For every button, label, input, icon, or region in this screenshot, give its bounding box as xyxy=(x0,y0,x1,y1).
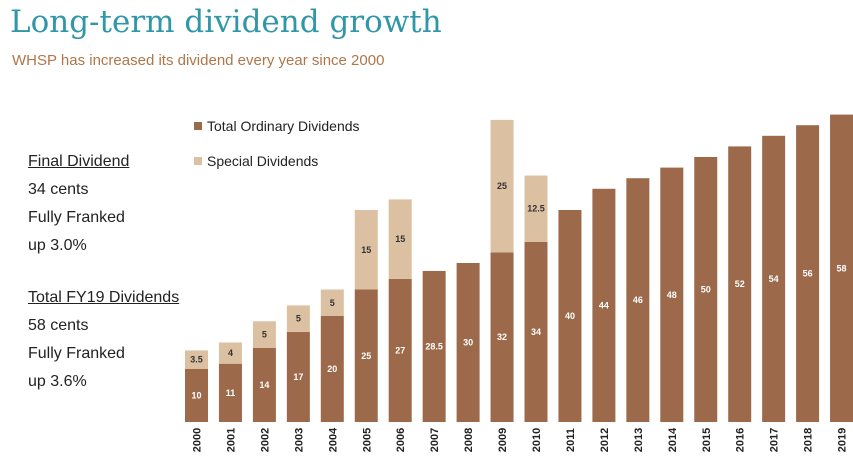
total-dividends-amount: 58 cents xyxy=(28,317,89,334)
value-label-ordinary-2012: 44 xyxy=(599,300,609,310)
bar-special-2003 xyxy=(286,305,310,332)
value-label-special-2003: 5 xyxy=(296,314,301,324)
x-tick-2004: 2004 xyxy=(327,427,339,452)
bar-special-2002 xyxy=(252,321,276,348)
x-tick-2006: 2006 xyxy=(395,428,407,452)
bar-ordinary-2007 xyxy=(422,270,446,422)
page-subtitle: WHSP has increased its dividend every ye… xyxy=(12,52,385,69)
bar-ordinary-2017 xyxy=(762,135,786,423)
legend-swatch-ordinary xyxy=(194,122,202,130)
bar-ordinary-2000 xyxy=(185,369,208,422)
value-label-special-2005: 15 xyxy=(361,245,371,255)
bar-ordinary-2011 xyxy=(558,210,582,422)
bar-ordinary-2001 xyxy=(218,363,242,422)
x-tick-2010: 2010 xyxy=(531,428,543,452)
x-tick-2003: 2003 xyxy=(293,428,305,452)
value-label-ordinary-2008: 30 xyxy=(463,338,473,348)
bar-special-2001 xyxy=(218,342,242,364)
bar-ordinary-2010 xyxy=(524,241,548,422)
value-label-ordinary-2007: 28.5 xyxy=(425,341,443,351)
value-label-special-2006: 15 xyxy=(395,234,405,244)
value-label-ordinary-2016: 52 xyxy=(735,279,745,289)
legend-label-ordinary: Total Ordinary Dividends xyxy=(207,118,360,134)
value-label-special-2010: 12.5 xyxy=(527,204,545,214)
total-dividends-franking: Fully Franked xyxy=(28,345,125,362)
value-label-ordinary-2010: 34 xyxy=(531,327,541,337)
bar-special-2009 xyxy=(490,119,514,253)
x-tick-2002: 2002 xyxy=(259,428,271,452)
value-label-ordinary-2014: 48 xyxy=(667,290,677,300)
value-label-ordinary-2003: 17 xyxy=(293,372,303,382)
x-tick-2012: 2012 xyxy=(599,428,611,452)
value-label-ordinary-2019: 58 xyxy=(837,263,847,273)
value-label-ordinary-2001: 11 xyxy=(226,388,236,398)
x-tick-2015: 2015 xyxy=(701,428,713,452)
bar-ordinary-2019 xyxy=(830,114,853,422)
value-label-ordinary-2015: 50 xyxy=(701,285,711,295)
bar-special-2005 xyxy=(354,210,378,290)
final-dividend-change: up 3.0% xyxy=(28,237,87,254)
x-tick-2017: 2017 xyxy=(769,428,781,452)
final-dividend-franking: Fully Franked xyxy=(28,209,125,226)
bar-ordinary-2012 xyxy=(592,188,616,422)
bar-ordinary-2002 xyxy=(252,347,276,422)
x-tick-2013: 2013 xyxy=(633,428,645,452)
value-label-special-2000: 3.5 xyxy=(190,355,203,365)
page-title: Long-term dividend growth xyxy=(10,4,442,40)
total-dividends-summary: Total FY19 Dividends 58 cents Fully Fran… xyxy=(28,284,179,396)
x-tick-2005: 2005 xyxy=(361,428,373,452)
bar-special-2004 xyxy=(320,289,344,316)
value-label-ordinary-2002: 14 xyxy=(259,380,269,390)
x-tick-2009: 2009 xyxy=(497,428,509,452)
x-tick-2016: 2016 xyxy=(735,428,747,452)
final-dividend-summary: Final Dividend 34 cents Fully Franked up… xyxy=(28,148,129,260)
value-label-ordinary-2004: 20 xyxy=(327,364,337,374)
x-tick-2001: 2001 xyxy=(225,428,237,452)
legend-swatch-special xyxy=(194,157,202,165)
value-label-ordinary-2017: 54 xyxy=(769,274,779,284)
value-label-special-2002: 5 xyxy=(262,330,267,340)
final-dividend-amount: 34 cents xyxy=(28,181,89,198)
value-label-special-2009: 25 xyxy=(497,181,507,191)
bar-ordinary-2009 xyxy=(490,252,514,422)
chart-legend: Total Ordinary Dividends Special Dividen… xyxy=(194,118,360,169)
x-tick-2014: 2014 xyxy=(667,427,679,452)
value-label-ordinary-2011: 40 xyxy=(565,311,575,321)
value-label-special-2004: 5 xyxy=(330,298,335,308)
x-tick-2000: 2000 xyxy=(192,428,204,452)
bar-special-2010 xyxy=(524,175,548,242)
bar-ordinary-2014 xyxy=(660,167,684,422)
x-tick-2018: 2018 xyxy=(803,428,815,452)
value-label-ordinary-2018: 56 xyxy=(803,269,813,279)
value-label-ordinary-2000: 10 xyxy=(191,391,201,401)
bar-special-2000 xyxy=(185,350,208,369)
x-tick-2008: 2008 xyxy=(463,428,475,452)
legend-label-special: Special Dividends xyxy=(207,153,318,169)
value-label-ordinary-2006: 27 xyxy=(395,345,405,355)
value-label-ordinary-2013: 46 xyxy=(633,295,643,305)
x-axis-ticks: 2000 2001 2002 2003 2004 2005 2006 2007 2008 2009… xyxy=(192,427,849,452)
bar-ordinary-2003 xyxy=(286,331,310,422)
value-label-ordinary-2005: 25 xyxy=(361,351,371,361)
bar-ordinary-2006 xyxy=(388,278,412,422)
bar-special-2006 xyxy=(388,199,412,279)
total-dividends-heading: Total FY19 Dividends xyxy=(28,289,180,306)
x-tick-2011: 2011 xyxy=(565,428,577,452)
value-label-special-2001: 4 xyxy=(228,348,233,358)
total-dividends-change: up 3.6% xyxy=(28,373,87,390)
bar-ordinary-2008 xyxy=(456,263,480,422)
bar-ordinary-2015 xyxy=(694,157,718,422)
bar-ordinary-2018 xyxy=(796,125,820,422)
x-tick-2007: 2007 xyxy=(429,428,441,452)
x-tick-2019: 2019 xyxy=(837,428,849,452)
final-dividend-heading: Final Dividend xyxy=(28,153,130,170)
bar-ordinary-2004 xyxy=(320,316,344,422)
bar-ordinary-2016 xyxy=(728,146,752,422)
bar-ordinary-2005 xyxy=(354,289,378,422)
bar-ordinary-2013 xyxy=(626,178,650,422)
value-label-ordinary-2009: 32 xyxy=(497,332,507,342)
